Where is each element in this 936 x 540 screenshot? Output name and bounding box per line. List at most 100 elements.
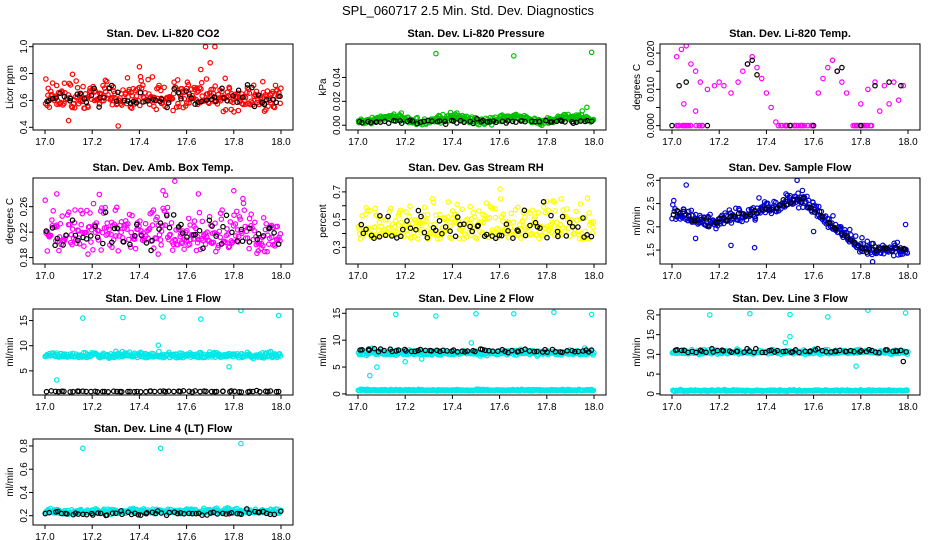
x-tick-label: 17.8 xyxy=(224,402,244,413)
data-point xyxy=(510,219,517,225)
data-point xyxy=(510,310,517,317)
data-point xyxy=(209,223,215,229)
data-point xyxy=(834,68,841,75)
data-point xyxy=(703,349,709,356)
data-point xyxy=(360,230,367,237)
data-point xyxy=(836,347,843,354)
x-tick-label: 17.0 xyxy=(35,137,55,148)
data-point xyxy=(261,101,268,108)
y-tick-label: 5 xyxy=(19,368,30,374)
data-point xyxy=(751,244,758,251)
data-point xyxy=(418,356,425,362)
data-point xyxy=(824,314,831,320)
data-point xyxy=(563,206,570,212)
data-point xyxy=(433,313,439,319)
data-point xyxy=(222,107,229,113)
data-point xyxy=(407,117,413,124)
y-tick-label: 0.7 xyxy=(332,184,343,198)
data-point xyxy=(496,226,503,233)
data-point xyxy=(476,208,482,214)
data-point xyxy=(277,508,284,515)
data-point xyxy=(683,182,690,188)
data-point xyxy=(207,510,214,516)
data-point xyxy=(131,388,138,395)
data-point xyxy=(188,95,195,102)
data-point xyxy=(61,80,68,87)
data-point xyxy=(47,232,54,239)
data-point xyxy=(782,348,789,355)
data-point xyxy=(544,349,551,355)
data-point xyxy=(838,224,844,230)
data-point xyxy=(865,309,871,313)
x-tick-label: 18.0 xyxy=(898,271,918,282)
data-point xyxy=(72,510,79,517)
data-point xyxy=(226,363,232,370)
data-point xyxy=(515,348,522,355)
data-point xyxy=(415,207,422,214)
data-point xyxy=(392,218,399,224)
chart-title: Stan. Dev. Line 2 Flow xyxy=(418,293,534,305)
data-point xyxy=(72,207,78,213)
data-point xyxy=(775,122,782,129)
x-tick-label: 17.8 xyxy=(224,532,244,540)
data-point xyxy=(728,242,734,249)
data-point xyxy=(212,220,218,227)
data-point xyxy=(827,220,833,227)
data-point xyxy=(88,92,95,99)
data-point xyxy=(795,205,802,211)
x-tick-label: 17.8 xyxy=(851,402,871,413)
data-point xyxy=(429,118,435,124)
data-point xyxy=(392,311,399,318)
x-tick-label: 17.6 xyxy=(177,402,197,413)
data-point xyxy=(104,220,111,226)
data-point xyxy=(892,244,898,251)
data-point xyxy=(540,199,547,205)
data-point xyxy=(857,122,864,129)
data-point xyxy=(152,97,159,103)
data-point xyxy=(728,90,734,96)
data-point xyxy=(452,233,459,240)
data-point xyxy=(113,233,119,239)
data-point xyxy=(513,119,519,125)
data-point xyxy=(203,388,209,395)
data-point xyxy=(202,44,209,50)
data-point xyxy=(95,510,101,516)
data-point xyxy=(207,59,214,66)
chart-points xyxy=(42,44,284,129)
data-point xyxy=(766,347,772,354)
data-point xyxy=(53,82,60,89)
data-point xyxy=(219,88,225,95)
data-point xyxy=(872,244,879,250)
data-point xyxy=(766,206,773,213)
data-point xyxy=(900,358,907,365)
y-tick-label: 1.0 xyxy=(19,39,30,53)
series-secondary xyxy=(42,506,284,519)
data-point xyxy=(398,120,405,127)
data-point xyxy=(505,228,511,234)
y-tick-label: 0.3 xyxy=(332,240,343,254)
series-main xyxy=(42,44,284,129)
y-tick-label: 0.02 xyxy=(332,91,343,111)
data-point xyxy=(670,211,677,218)
data-point xyxy=(847,237,854,243)
x-tick-label: 17.4 xyxy=(130,402,150,413)
data-point xyxy=(236,388,243,395)
data-point xyxy=(88,233,94,239)
series-main xyxy=(355,49,597,129)
data-point xyxy=(394,229,400,236)
data-point xyxy=(249,84,255,91)
x-tick-label: 17.6 xyxy=(177,137,197,148)
data-point xyxy=(371,345,378,352)
chart-points xyxy=(42,440,284,519)
data-point xyxy=(528,118,535,125)
data-point xyxy=(669,122,675,129)
data-point xyxy=(777,202,784,208)
data-point xyxy=(454,214,461,220)
data-point xyxy=(373,212,380,219)
data-point xyxy=(399,226,406,233)
data-point xyxy=(696,122,702,129)
data-point xyxy=(483,231,490,238)
data-point xyxy=(716,79,723,85)
x-tick-label: 17.0 xyxy=(35,532,55,540)
data-point xyxy=(162,222,169,229)
